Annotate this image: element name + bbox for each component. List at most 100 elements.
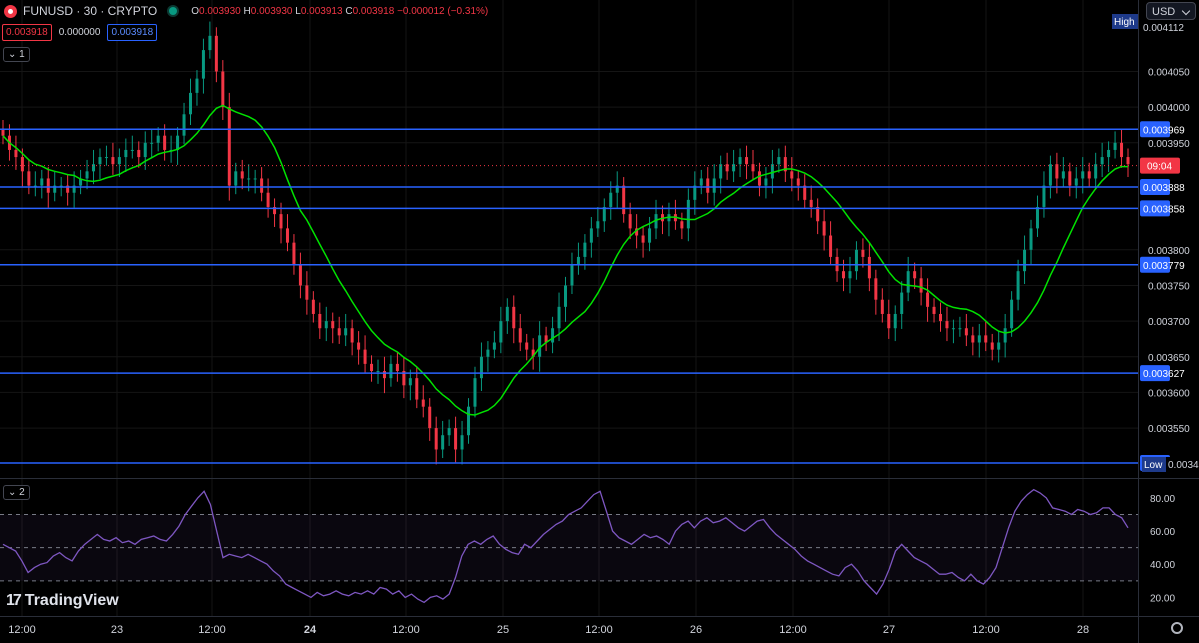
symbol-name[interactable]: FUNUSD · 30 · CRYPTO — [23, 4, 158, 18]
candle-body — [919, 278, 923, 293]
candle-body — [984, 335, 988, 343]
time-tick-label: 12:00 — [392, 624, 420, 636]
candle-body — [408, 378, 412, 386]
candle-body — [130, 149, 134, 151]
candle-body — [557, 306, 561, 329]
candle-body — [525, 342, 529, 350]
candle-body — [492, 342, 496, 350]
candle-body — [363, 349, 367, 364]
price-level-tag — [1140, 256, 1170, 273]
candle-body — [1074, 178, 1078, 186]
candle-body — [861, 249, 865, 257]
moving-average-line — [2, 104, 1128, 416]
candle-body — [564, 285, 567, 307]
candle-body — [441, 435, 445, 450]
price-tick-label: 0.003600 — [1148, 388, 1190, 399]
price-tick-label: 0.003700 — [1148, 317, 1190, 328]
time-tick-label: 12:00 — [8, 624, 36, 636]
candle-body — [189, 92, 192, 115]
candle-body — [512, 306, 516, 329]
candle-body — [273, 206, 277, 215]
candle-body — [1113, 142, 1117, 150]
candle-body — [285, 228, 289, 243]
candle-body — [958, 328, 962, 330]
candle-body — [803, 185, 807, 200]
candle-body — [887, 313, 891, 329]
candle-body — [214, 35, 218, 72]
candle-body — [964, 328, 968, 336]
candle-body — [447, 428, 451, 436]
candle-body — [279, 214, 283, 229]
candle-body — [260, 178, 264, 193]
candle-body — [85, 171, 89, 179]
candle-body — [615, 185, 619, 193]
time-tick-label: 23 — [111, 624, 123, 636]
candle-body — [1016, 271, 1020, 300]
candle-body — [150, 142, 154, 144]
price-level-label: 0.003627 — [1143, 369, 1185, 380]
price-tick-label: 0.003950 — [1148, 139, 1190, 150]
candle-body — [783, 157, 787, 172]
price-level-tag — [1140, 179, 1170, 196]
candle-body — [609, 192, 613, 207]
low-tag — [1142, 457, 1166, 472]
candle-body — [240, 171, 244, 179]
candle-body — [227, 107, 231, 186]
time-tick-label: 26 — [690, 624, 702, 636]
candle-body — [1068, 171, 1072, 186]
candle-body — [589, 228, 593, 243]
sell-price-button[interactable]: 0.003918 — [2, 24, 52, 41]
candle-body — [350, 328, 354, 343]
candle-body — [770, 164, 774, 179]
candle-body — [1048, 164, 1052, 186]
high-value-tag — [1140, 20, 1170, 35]
high-label: High — [1114, 17, 1135, 28]
candle-body — [344, 328, 348, 336]
candle-body — [622, 185, 626, 215]
candle-body — [415, 378, 419, 400]
settings-gear-icon[interactable] — [1171, 622, 1183, 634]
price-tick-label: 0.003650 — [1148, 353, 1190, 364]
candle-body — [945, 321, 949, 329]
candle-body — [428, 406, 432, 429]
candle-body — [576, 256, 580, 265]
price-level-label: 0.003858 — [1143, 204, 1185, 215]
main-pane-toggle[interactable]: ⌄ 1 — [3, 47, 30, 62]
candle-body — [867, 256, 871, 279]
tradingview-mark-icon: 17 — [6, 592, 22, 609]
candle-body — [1100, 157, 1104, 165]
candle-body — [20, 157, 24, 172]
candle-body — [880, 299, 884, 314]
candle-body — [117, 157, 121, 165]
candle-body — [751, 164, 755, 172]
candle-body — [92, 164, 96, 172]
candle-body — [201, 50, 205, 79]
candle-body — [298, 264, 302, 286]
time-tick-label: 12:00 — [198, 624, 226, 636]
rsi-pane-toggle[interactable]: ⌄ 2 — [3, 485, 30, 500]
ohlc-values: O0.003930 H0.003930 L0.003913 C0.003918 … — [191, 5, 489, 17]
candle-body — [809, 199, 813, 207]
candle-body — [137, 149, 141, 158]
low-value-tag — [1166, 457, 1196, 472]
candle-body — [505, 306, 509, 322]
price-tick-label: 0.004000 — [1148, 103, 1190, 114]
currency-select[interactable]: USD — [1146, 2, 1196, 20]
candle-body — [977, 335, 981, 343]
candle-body — [1061, 171, 1065, 179]
candle-body — [932, 306, 936, 314]
candle-body — [124, 149, 128, 158]
high-value: 0.004112 — [1143, 23, 1184, 34]
bid-ask-row: 0.003918 0.000000 0.003918 — [2, 24, 158, 41]
candle-body — [648, 228, 652, 243]
candle-body — [1081, 171, 1085, 179]
rsi-tick-label: 20.00 — [1150, 593, 1175, 604]
candle-body — [98, 157, 102, 165]
candle-body — [1035, 206, 1039, 229]
candle-body — [712, 178, 716, 193]
candle-body — [693, 185, 697, 200]
candle-body — [531, 349, 535, 357]
candle-body — [33, 185, 37, 187]
buy-price-button[interactable]: 0.003918 — [107, 24, 158, 41]
